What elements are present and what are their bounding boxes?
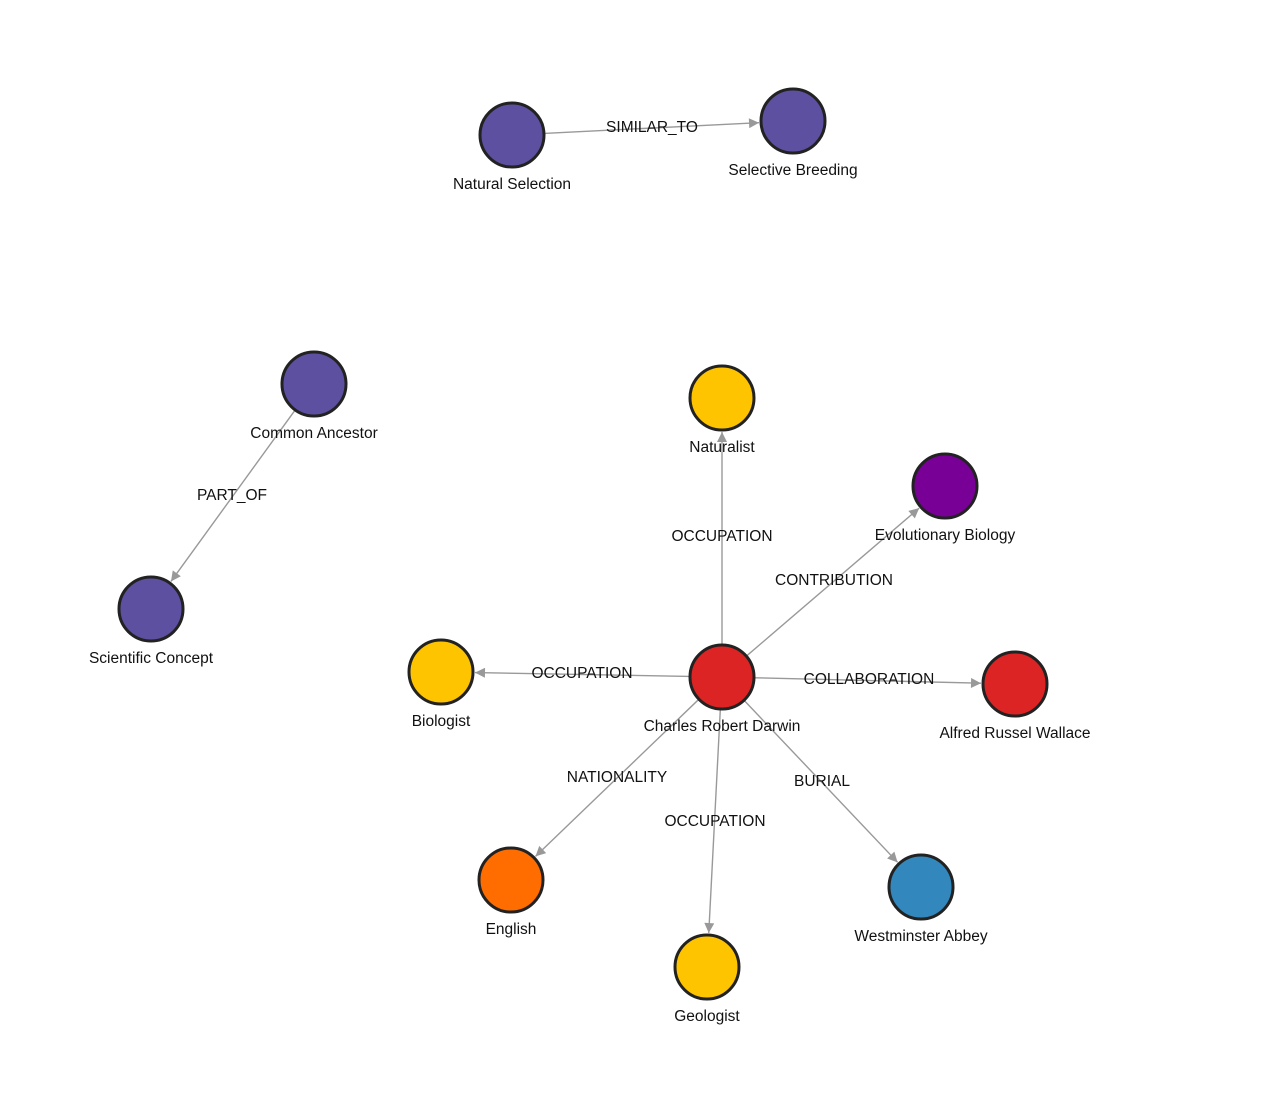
edge-label: CONTRIBUTION xyxy=(775,572,893,589)
node-circle[interactable] xyxy=(911,452,979,520)
edge-darwin-evolutionary_biology[interactable]: CONTRIBUTION xyxy=(745,507,920,657)
node-circle[interactable] xyxy=(478,101,546,169)
node-wallace[interactable]: Alfred Russel Wallace xyxy=(939,650,1091,742)
node-label: Selective Breeding xyxy=(728,162,857,179)
node-label: Natural Selection xyxy=(453,176,571,193)
node-circle[interactable] xyxy=(759,87,827,155)
node-westminster[interactable]: Westminster Abbey xyxy=(854,853,988,945)
node-circle[interactable] xyxy=(887,853,955,921)
node-natural-selection[interactable]: Natural Selection xyxy=(453,101,571,193)
edge-darwin-biologist[interactable]: OCCUPATION xyxy=(474,665,691,682)
edge-label: SIMILAR_TO xyxy=(606,119,698,136)
node-circle[interactable] xyxy=(280,350,348,418)
node-circle[interactable] xyxy=(673,933,741,1001)
node-english[interactable]: English xyxy=(477,846,545,938)
edge-common_ancestor-scientific_concept[interactable]: PART_OF xyxy=(170,409,296,582)
node-selective-breeding[interactable]: Selective Breeding xyxy=(728,87,858,179)
node-biologist[interactable]: Biologist xyxy=(407,638,475,730)
node-label: Scientific Concept xyxy=(89,650,214,667)
edge-darwin-geologist[interactable]: OCCUPATION xyxy=(664,708,766,934)
edge-label: COLLABORATION xyxy=(804,671,935,688)
edge-darwin-naturalist[interactable]: OCCUPATION xyxy=(671,432,773,645)
edge-line xyxy=(704,708,722,934)
node-circle[interactable] xyxy=(407,638,475,706)
edge-line xyxy=(535,698,700,857)
edge-natural_selection-selective_breeding[interactable]: SIMILAR_TO xyxy=(543,118,760,136)
edge-line xyxy=(170,409,296,582)
edge-label: PART_OF xyxy=(197,487,267,504)
node-label: Naturalist xyxy=(689,439,755,456)
node-evolutionary-biology[interactable]: Evolutionary Biology xyxy=(875,452,1016,544)
edge-label: OCCUPATION xyxy=(671,528,772,545)
node-darwin[interactable]: Charles Robert Darwin xyxy=(644,643,801,735)
node-label: Evolutionary Biology xyxy=(875,527,1016,544)
node-label: Geologist xyxy=(674,1008,740,1025)
node-label: Charles Robert Darwin xyxy=(644,718,801,735)
node-circle[interactable] xyxy=(117,575,185,643)
node-common-ancestor[interactable]: Common Ancestor xyxy=(250,350,378,442)
node-circle[interactable] xyxy=(981,650,1049,718)
edge-darwin-wallace[interactable]: COLLABORATION xyxy=(753,671,982,688)
edge-label: OCCUPATION xyxy=(531,665,632,682)
node-label: Biologist xyxy=(412,713,471,730)
node-scientific-concept[interactable]: Scientific Concept xyxy=(89,575,214,667)
node-label: Alfred Russel Wallace xyxy=(939,725,1090,742)
edge-darwin-westminster[interactable]: BURIAL xyxy=(743,699,899,863)
node-circle[interactable] xyxy=(688,364,756,432)
edge-label: OCCUPATION xyxy=(664,813,765,830)
edge-darwin-english[interactable]: NATIONALITY xyxy=(535,698,700,857)
edge-line xyxy=(745,507,920,657)
node-label: Common Ancestor xyxy=(250,425,378,442)
edge-line xyxy=(543,118,760,135)
node-label: Westminster Abbey xyxy=(854,928,987,945)
node-geologist[interactable]: Geologist xyxy=(673,933,741,1025)
node-circle[interactable] xyxy=(477,846,545,914)
node-circle[interactable] xyxy=(688,643,756,711)
edge-line xyxy=(743,699,899,863)
edge-line xyxy=(474,667,691,678)
node-label: English xyxy=(486,921,537,938)
edge-line xyxy=(753,677,982,688)
edge-label: NATIONALITY xyxy=(567,769,667,786)
node-naturalist[interactable]: Naturalist xyxy=(688,364,756,456)
edge-label: BURIAL xyxy=(794,773,850,790)
